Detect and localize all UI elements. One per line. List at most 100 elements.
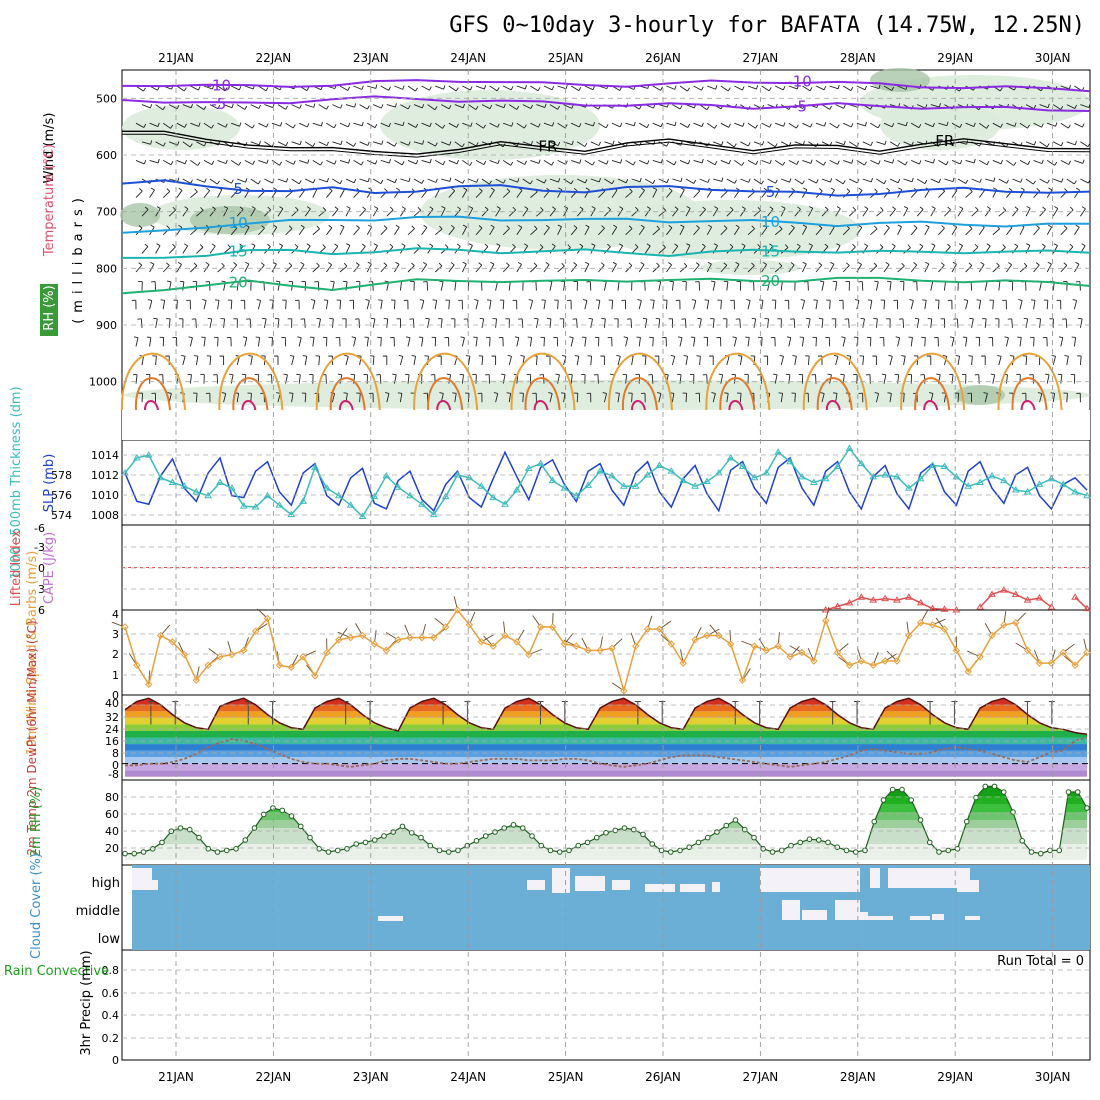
wind-barb-flag xyxy=(897,142,901,147)
wind-barb xyxy=(250,208,256,217)
rh2m-point xyxy=(482,833,489,839)
wind-barb-flag xyxy=(463,187,468,191)
wind-barb xyxy=(258,227,265,236)
wind-barb-flag xyxy=(721,141,724,146)
wind-barb-flag xyxy=(392,373,397,376)
wind-barb-flag xyxy=(203,142,207,147)
wind-barb-flag xyxy=(375,160,378,165)
wind-barb xyxy=(503,85,512,91)
wind-barb xyxy=(149,122,159,127)
rh2m-point xyxy=(214,849,221,855)
wind-barb-flag xyxy=(478,225,483,229)
thickness-point xyxy=(774,448,783,455)
rh2m-point xyxy=(899,786,905,793)
wind-barb xyxy=(407,122,417,128)
wind-barb-flag xyxy=(791,225,795,229)
wind-barb-flag xyxy=(256,299,261,301)
wind-barb xyxy=(503,122,512,127)
wind-barb xyxy=(1066,104,1076,109)
wind-barb xyxy=(1033,264,1040,273)
wind-barb-flag xyxy=(887,392,892,394)
wind-barb-flag xyxy=(384,280,389,283)
wind-barb xyxy=(781,178,790,183)
wind-barb-flag xyxy=(469,206,473,209)
wind-barb-flag xyxy=(217,104,221,109)
wind-barb xyxy=(938,227,945,236)
wind-barb xyxy=(924,226,930,236)
wind-barb xyxy=(440,281,444,291)
wind-barb-flag xyxy=(510,161,514,166)
wind-barb-flag xyxy=(1060,105,1064,110)
wind-barb xyxy=(182,208,189,217)
wind-barb xyxy=(454,281,457,291)
rh2m-point xyxy=(714,829,720,835)
rh2m-point xyxy=(223,847,230,854)
rh2m-point xyxy=(677,847,683,854)
wind-barb-flag xyxy=(507,354,512,357)
wind-barb-flag xyxy=(782,86,786,91)
wind-barb-flag xyxy=(503,103,506,108)
wind-barb-flag xyxy=(714,206,719,209)
wind-barb xyxy=(889,208,896,217)
wind-barb-flag xyxy=(506,392,511,394)
wind-barb-flag xyxy=(895,336,900,339)
wind-barb xyxy=(739,356,743,366)
wind-barb-flag xyxy=(600,262,605,266)
wind-barb-flag xyxy=(365,299,370,301)
wind-barb xyxy=(345,281,348,291)
wind-barb xyxy=(176,159,186,165)
wind-barb xyxy=(549,208,556,217)
wind-barb-flag xyxy=(931,206,936,209)
wind-barb xyxy=(489,122,498,128)
wind-barb-flag xyxy=(578,123,582,128)
wind-barb xyxy=(965,228,973,236)
contour-label: -5 xyxy=(792,97,807,115)
wind-barb xyxy=(557,300,559,310)
wind-barb xyxy=(902,318,905,328)
wind-barb xyxy=(584,160,593,166)
wind-barb xyxy=(699,178,709,183)
wind-barb-flag xyxy=(818,188,823,192)
wind-barb-flag xyxy=(541,299,546,301)
wind-barb-flag xyxy=(198,122,201,127)
wind-barb-flag xyxy=(837,84,840,89)
wind-barb-flag xyxy=(922,299,927,301)
wind-barb xyxy=(788,159,798,165)
wind-barb xyxy=(685,178,695,184)
wind-barb xyxy=(359,209,366,217)
wind-barb xyxy=(1033,122,1042,128)
date-label-bottom: 28JAN xyxy=(840,1070,876,1084)
contour-line xyxy=(121,79,1091,93)
wind-barb xyxy=(1066,356,1069,366)
low-contour-outer xyxy=(120,352,186,411)
lifted-point xyxy=(1035,593,1044,601)
wind-barb xyxy=(1033,227,1040,236)
wind-barb xyxy=(217,226,222,235)
wind-barb xyxy=(856,85,866,91)
wind-barb xyxy=(421,122,431,127)
wind-barb-flag xyxy=(488,180,492,185)
wind-barb-flag xyxy=(147,299,152,301)
wind-barb-flag xyxy=(1081,206,1086,210)
wind-barb xyxy=(930,208,936,217)
wind-barb-flag xyxy=(707,261,712,265)
wind-barb xyxy=(277,141,287,147)
temp-band xyxy=(125,763,1087,771)
wind-barb-flag xyxy=(870,177,873,183)
wind-barb-flag xyxy=(425,317,430,320)
rh2m-point xyxy=(862,847,868,854)
wind-barb xyxy=(794,356,797,366)
wind-barb-flag xyxy=(810,159,813,164)
wind-barb xyxy=(671,393,675,403)
wind-barb-flag xyxy=(679,105,683,110)
wind-barb-flag xyxy=(489,104,493,109)
wind-barb xyxy=(644,208,651,217)
wind-barb xyxy=(753,141,763,146)
wind-barb-flag xyxy=(221,262,225,267)
wind-barb xyxy=(971,178,981,183)
wind-barb-flag xyxy=(283,373,288,376)
wind-barb xyxy=(149,337,152,347)
wind-barb xyxy=(149,300,153,310)
wind-barb-flag xyxy=(524,206,529,210)
